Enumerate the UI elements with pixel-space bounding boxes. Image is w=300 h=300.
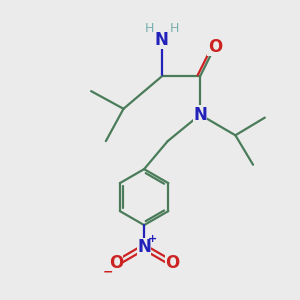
Text: O: O (109, 254, 123, 272)
Text: H: H (169, 22, 179, 35)
Text: +: + (148, 234, 157, 244)
Text: −: − (103, 265, 113, 278)
Text: N: N (193, 106, 207, 124)
Text: N: N (155, 31, 169, 49)
Text: O: O (208, 38, 222, 56)
Text: O: O (165, 254, 179, 272)
Text: H: H (145, 22, 154, 35)
Text: N: N (137, 238, 151, 256)
